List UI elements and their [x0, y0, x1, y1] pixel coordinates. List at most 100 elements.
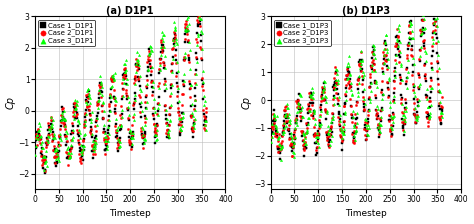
Case 2_D1P1: [176, 119, 184, 123]
Case 3_D1P3: [318, 109, 325, 113]
Case 3_D1P1: [135, 53, 143, 57]
Case 3_D1P1: [52, 150, 59, 153]
Case 2_D1P1: [192, 55, 200, 58]
Case 2_D1P1: [80, 122, 88, 126]
Case 3_D1P1: [74, 119, 82, 122]
Case 1_D1P3: [270, 108, 278, 112]
Case 3_D1P1: [197, 30, 205, 33]
Case 1_D1P1: [51, 147, 58, 150]
Case 3_D1P3: [395, 29, 402, 32]
Case 2_D1P1: [132, 64, 140, 68]
Case 1_D1P1: [43, 143, 51, 147]
Case 2_D1P1: [143, 84, 150, 88]
Case 2_D1P3: [383, 80, 391, 83]
Case 2_D1P1: [154, 101, 162, 105]
Case 2_D1P1: [171, 36, 179, 40]
Case 3_D1P3: [347, 82, 355, 85]
Case 2_D1P3: [303, 107, 311, 110]
Case 3_D1P1: [62, 125, 69, 128]
Case 3_D1P1: [91, 140, 99, 143]
Case 2_D1P1: [102, 152, 109, 156]
Case 1_D1P3: [426, 116, 433, 119]
Case 1_D1P1: [198, 78, 206, 82]
Case 2_D1P3: [375, 126, 383, 129]
Case 3_D1P1: [118, 124, 125, 128]
Case 1_D1P1: [47, 126, 55, 130]
Case 3_D1P1: [66, 154, 74, 157]
Case 3_D1P3: [267, 141, 275, 144]
Case 3_D1P3: [328, 134, 336, 137]
Case 3_D1P3: [320, 79, 328, 82]
Case 1_D1P1: [202, 115, 210, 118]
Case 3_D1P3: [391, 94, 398, 97]
Case 2_D1P3: [420, 47, 428, 50]
Case 3_D1P3: [366, 100, 374, 103]
Case 1_D1P3: [306, 101, 314, 105]
Case 2_D1P1: [107, 92, 114, 96]
Case 3_D1P3: [379, 71, 387, 75]
Case 2_D1P1: [88, 144, 96, 147]
Case 1_D1P3: [399, 126, 406, 130]
Case 3_D1P3: [289, 150, 297, 154]
Case 2_D1P3: [320, 91, 328, 94]
Case 2_D1P3: [340, 105, 348, 108]
Case 1_D1P3: [391, 74, 399, 78]
Case 1_D1P3: [272, 127, 280, 131]
Case 1_D1P1: [36, 137, 44, 141]
Case 3_D1P3: [373, 85, 381, 88]
Case 2_D1P3: [304, 106, 311, 110]
Case 2_D1P1: [61, 124, 68, 128]
Case 2_D1P1: [146, 58, 154, 62]
Case 2_D1P3: [357, 50, 365, 54]
Case 1_D1P3: [376, 131, 383, 135]
Case 3_D1P1: [88, 132, 96, 136]
Case 1_D1P3: [320, 87, 328, 91]
Case 2_D1P3: [345, 80, 353, 83]
Case 2_D1P3: [299, 143, 307, 146]
Case 1_D1P3: [350, 140, 357, 144]
Case 3_D1P3: [376, 130, 384, 134]
Case 3_D1P1: [134, 58, 142, 61]
Case 2_D1P1: [108, 74, 116, 78]
Case 2_D1P1: [71, 104, 78, 107]
Case 3_D1P3: [390, 100, 398, 104]
Case 2_D1P1: [196, 45, 204, 48]
Case 2_D1P1: [57, 113, 65, 117]
Case 2_D1P1: [93, 100, 100, 104]
Case 3_D1P1: [106, 109, 114, 112]
Case 2_D1P1: [96, 86, 103, 89]
Case 2_D1P3: [349, 140, 357, 144]
Case 1_D1P3: [293, 114, 301, 118]
Case 2_D1P1: [186, 95, 194, 99]
Case 3_D1P3: [345, 76, 352, 80]
Title: (b) D1P3: (b) D1P3: [342, 6, 390, 15]
Case 1_D1P1: [193, 57, 201, 60]
Case 2_D1P3: [270, 122, 277, 125]
Case 3_D1P1: [166, 119, 173, 122]
Case 2_D1P1: [74, 138, 82, 142]
Case 3_D1P1: [94, 106, 101, 110]
Case 2_D1P1: [165, 112, 173, 116]
Case 1_D1P3: [420, 41, 428, 45]
Case 2_D1P3: [356, 63, 363, 67]
Case 1_D1P1: [201, 118, 209, 122]
Case 1_D1P3: [373, 108, 380, 112]
Case 3_D1P3: [380, 62, 387, 65]
Case 1_D1P3: [422, 74, 429, 77]
Case 2_D1P1: [188, 125, 195, 129]
Case 1_D1P1: [137, 105, 145, 109]
Case 1_D1P3: [366, 85, 374, 89]
Case 3_D1P1: [194, 32, 202, 35]
Y-axis label: Cp: Cp: [241, 96, 251, 109]
Case 1_D1P1: [41, 168, 48, 172]
Case 1_D1P1: [112, 110, 119, 114]
Case 2_D1P3: [417, 29, 425, 32]
Case 3_D1P3: [438, 112, 446, 115]
Case 1_D1P1: [156, 68, 164, 72]
Case 1_D1P1: [149, 112, 157, 116]
Case 3_D1P3: [392, 61, 400, 65]
Case 2_D1P1: [159, 60, 167, 64]
Case 3_D1P3: [292, 117, 300, 121]
Case 2_D1P1: [91, 125, 99, 128]
Case 3_D1P3: [299, 131, 307, 134]
